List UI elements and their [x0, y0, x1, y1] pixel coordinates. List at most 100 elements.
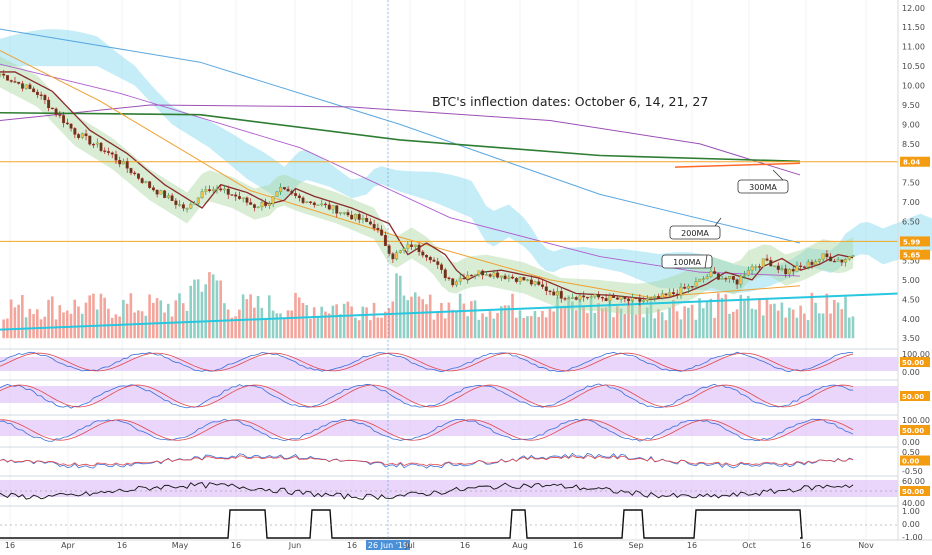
- volume-bar: [578, 299, 582, 339]
- volume-bar: [413, 292, 417, 339]
- candle-body: [619, 296, 623, 300]
- ma-callout-box: [661, 254, 713, 269]
- candle-body: [425, 255, 428, 258]
- candle-body: [118, 159, 122, 165]
- candle-body: [660, 293, 664, 299]
- volume-bar: [271, 310, 275, 339]
- volume-bar: [608, 295, 612, 339]
- date-highlight-box: [366, 540, 410, 550]
- candle-body: [350, 214, 354, 220]
- candle-body: [309, 201, 313, 203]
- price-tick-label: 4.50: [902, 295, 920, 304]
- volume-bar: [503, 305, 507, 339]
- volume-bar: [65, 310, 69, 339]
- candle-body: [810, 261, 814, 265]
- candle-body: [537, 281, 541, 285]
- volume-bar: [211, 274, 215, 339]
- volume-bar: [473, 300, 477, 339]
- candle-body: [249, 202, 253, 205]
- candle-body: [803, 266, 806, 268]
- volume-bar: [514, 317, 518, 339]
- candle-body: [2, 73, 6, 76]
- volume-bar: [687, 307, 690, 339]
- candle-body: [739, 275, 743, 285]
- volume-bar: [122, 299, 125, 339]
- volume-bar: [750, 308, 754, 339]
- candle-body: [556, 291, 559, 296]
- candle-body: [713, 271, 717, 274]
- volume-bar: [601, 308, 604, 339]
- panel-tick-label: -0.50: [902, 467, 923, 476]
- candle-body: [301, 197, 305, 203]
- candle-body: [466, 274, 470, 280]
- candle-body: [817, 258, 821, 262]
- volume-bar: [612, 317, 615, 339]
- volume-bar: [739, 294, 743, 339]
- candle-body: [219, 188, 223, 191]
- candle-body: [481, 270, 485, 276]
- volume-bar: [574, 310, 578, 339]
- volume-bar: [294, 292, 297, 339]
- volume-bar: [200, 291, 204, 339]
- candle-body: [110, 152, 114, 155]
- candle-body: [455, 281, 458, 286]
- date-tick-label: Aug: [512, 541, 528, 550]
- volume-bar: [522, 317, 526, 339]
- volume-bar: [110, 317, 114, 339]
- candle-body: [286, 188, 290, 192]
- volume-bar: [499, 306, 503, 339]
- volume-bar: [642, 317, 645, 339]
- trendline-cyan: [0, 292, 899, 331]
- ma-fast-line: [0, 71, 854, 301]
- volume-bar: [589, 298, 593, 339]
- candle-body: [264, 202, 268, 206]
- volume-bar: [705, 300, 709, 339]
- candle-body: [458, 277, 462, 282]
- candle-body: [477, 270, 481, 275]
- candle-body: [107, 151, 110, 153]
- candle-body: [279, 187, 283, 193]
- candle-body: [238, 196, 241, 199]
- volume-bar: [832, 299, 836, 339]
- ichimoku-cloud-upper: [0, 29, 932, 294]
- volume-bar: [178, 293, 181, 339]
- candle-body: [215, 188, 219, 190]
- price-tick-label: 10.50: [902, 62, 925, 71]
- candle-body: [716, 273, 720, 280]
- candle-body: [649, 297, 653, 299]
- candle-body: [499, 275, 503, 278]
- volume-bar: [567, 295, 570, 339]
- volume-bar: [170, 316, 174, 339]
- candle-body: [65, 122, 69, 125]
- candle-body: [694, 281, 698, 287]
- candle-body: [241, 197, 245, 199]
- candle-body: [92, 144, 95, 146]
- candle-body: [103, 150, 107, 152]
- candle-body: [664, 293, 668, 296]
- candle-body: [417, 244, 421, 253]
- panel-value-label: 50.00: [902, 427, 924, 435]
- candle-body: [208, 189, 211, 192]
- candle-body: [511, 276, 515, 279]
- price-tag-label: 5.99: [903, 238, 920, 246]
- candle-body: [672, 292, 675, 295]
- candle-body: [529, 279, 533, 285]
- volume-bar: [36, 309, 39, 339]
- volume-bar: [369, 320, 372, 339]
- volume-bar: [773, 303, 776, 339]
- candle-body: [413, 244, 417, 247]
- ma-callout-label: 300MA: [749, 183, 777, 192]
- candle-body: [24, 84, 28, 89]
- volume-bar: [466, 316, 469, 339]
- volume-bar: [395, 273, 398, 339]
- volume-bar: [421, 299, 425, 339]
- volume-bar: [249, 294, 252, 339]
- volume-bar: [462, 303, 466, 339]
- candle-body: [189, 204, 193, 209]
- candle-body: [166, 195, 170, 198]
- volume-bar: [731, 311, 735, 339]
- candle-body: [151, 187, 155, 191]
- volume-bar: [795, 317, 799, 339]
